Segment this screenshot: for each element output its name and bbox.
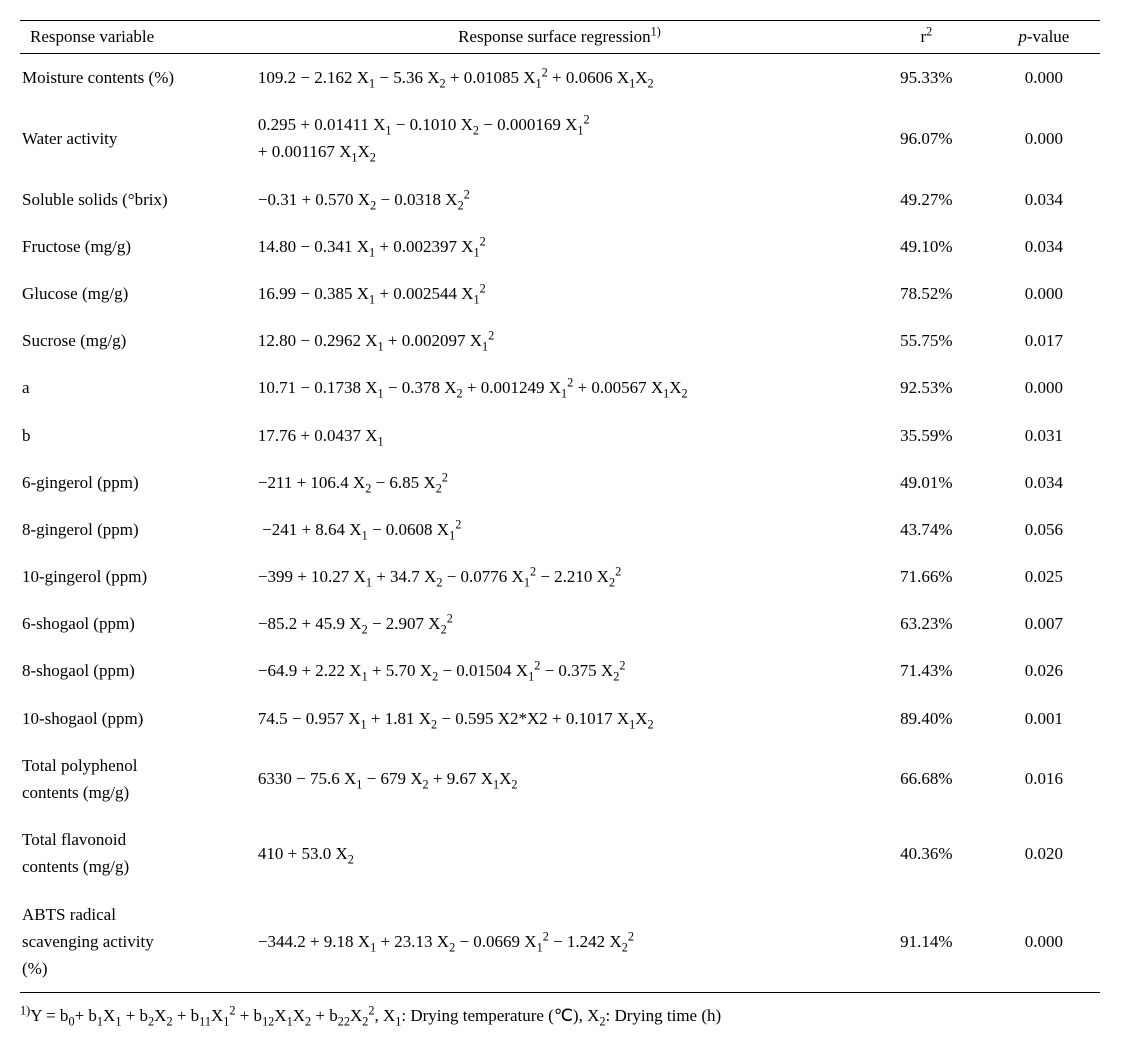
cell-regression: 17.76 + 0.0437 X1 bbox=[254, 412, 865, 459]
header-r2: r2 bbox=[865, 21, 988, 54]
cell-regression: −241 + 8.64 X1 − 0.0608 X12 bbox=[254, 506, 865, 553]
cell-pvalue: 0.007 bbox=[988, 600, 1100, 647]
cell-r2: 35.59% bbox=[865, 412, 988, 459]
cell-r2: 89.40% bbox=[865, 695, 988, 742]
cell-response-variable: 6-shogaol (ppm) bbox=[20, 600, 254, 647]
cell-r2: 49.01% bbox=[865, 459, 988, 506]
cell-response-variable: Water activity bbox=[20, 101, 254, 175]
table-row: Sucrose (mg/g)12.80 − 0.2962 X1 + 0.0020… bbox=[20, 317, 1100, 364]
cell-r2: 63.23% bbox=[865, 600, 988, 647]
cell-response-variable: Sucrose (mg/g) bbox=[20, 317, 254, 364]
cell-r2: 71.66% bbox=[865, 553, 988, 600]
cell-regression: 74.5 − 0.957 X1 + 1.81 X2 − 0.595 X2*X2 … bbox=[254, 695, 865, 742]
cell-pvalue: 0.000 bbox=[988, 891, 1100, 993]
cell-response-variable: b bbox=[20, 412, 254, 459]
table-row: a10.71 − 0.1738 X1 − 0.378 X2 + 0.001249… bbox=[20, 364, 1100, 411]
cell-response-variable: 8-gingerol (ppm) bbox=[20, 506, 254, 553]
cell-response-variable: Moisture contents (%) bbox=[20, 54, 254, 102]
cell-regression: −211 + 106.4 X2 − 6.85 X22 bbox=[254, 459, 865, 506]
cell-response-variable: 10-gingerol (ppm) bbox=[20, 553, 254, 600]
cell-response-variable: 6-gingerol (ppm) bbox=[20, 459, 254, 506]
cell-r2: 95.33% bbox=[865, 54, 988, 102]
cell-r2: 49.10% bbox=[865, 223, 988, 270]
cell-pvalue: 0.025 bbox=[988, 553, 1100, 600]
cell-regression: −0.31 + 0.570 X2 − 0.0318 X22 bbox=[254, 176, 865, 223]
cell-response-variable: Fructose (mg/g) bbox=[20, 223, 254, 270]
cell-r2: 66.68% bbox=[865, 742, 988, 816]
table-row: 8-gingerol (ppm) −241 + 8.64 X1 − 0.0608… bbox=[20, 506, 1100, 553]
cell-r2: 96.07% bbox=[865, 101, 988, 175]
table-row: Total flavonoidcontents (mg/g)410 + 53.0… bbox=[20, 816, 1100, 890]
table-row: b17.76 + 0.0437 X135.59%0.031 bbox=[20, 412, 1100, 459]
cell-response-variable: Total flavonoidcontents (mg/g) bbox=[20, 816, 254, 890]
table-row: Total polyphenolcontents (mg/g)6330 − 75… bbox=[20, 742, 1100, 816]
cell-r2: 91.14% bbox=[865, 891, 988, 993]
cell-pvalue: 0.056 bbox=[988, 506, 1100, 553]
cell-r2: 92.53% bbox=[865, 364, 988, 411]
cell-pvalue: 0.026 bbox=[988, 647, 1100, 694]
table-header-row: Response variable Response surface regre… bbox=[20, 21, 1100, 54]
table-row: 6-gingerol (ppm)−211 + 106.4 X2 − 6.85 X… bbox=[20, 459, 1100, 506]
table-row: Soluble solids (°brix)−0.31 + 0.570 X2 −… bbox=[20, 176, 1100, 223]
cell-pvalue: 0.001 bbox=[988, 695, 1100, 742]
table-row: 10-shogaol (ppm)74.5 − 0.957 X1 + 1.81 X… bbox=[20, 695, 1100, 742]
cell-response-variable: Soluble solids (°brix) bbox=[20, 176, 254, 223]
cell-response-variable: 8-shogaol (ppm) bbox=[20, 647, 254, 694]
cell-regression: 10.71 − 0.1738 X1 − 0.378 X2 + 0.001249 … bbox=[254, 364, 865, 411]
table-row: ABTS radicalscavenging activity(%)−344.2… bbox=[20, 891, 1100, 993]
cell-r2: 78.52% bbox=[865, 270, 988, 317]
cell-response-variable: a bbox=[20, 364, 254, 411]
table-row: 6-shogaol (ppm)−85.2 + 45.9 X2 − 2.907 X… bbox=[20, 600, 1100, 647]
cell-regression: 12.80 − 0.2962 X1 + 0.002097 X12 bbox=[254, 317, 865, 364]
cell-regression: 0.295 + 0.01411 X1 − 0.1010 X2 − 0.00016… bbox=[254, 101, 865, 175]
cell-r2: 55.75% bbox=[865, 317, 988, 364]
cell-pvalue: 0.031 bbox=[988, 412, 1100, 459]
cell-pvalue: 0.034 bbox=[988, 459, 1100, 506]
cell-regression: 410 + 53.0 X2 bbox=[254, 816, 865, 890]
cell-r2: 40.36% bbox=[865, 816, 988, 890]
cell-pvalue: 0.000 bbox=[988, 270, 1100, 317]
cell-regression: 109.2 − 2.162 X1 − 5.36 X2 + 0.01085 X12… bbox=[254, 54, 865, 102]
cell-pvalue: 0.000 bbox=[988, 101, 1100, 175]
cell-pvalue: 0.034 bbox=[988, 223, 1100, 270]
cell-regression: 6330 − 75.6 X1 − 679 X2 + 9.67 X1X2 bbox=[254, 742, 865, 816]
cell-pvalue: 0.017 bbox=[988, 317, 1100, 364]
cell-r2: 49.27% bbox=[865, 176, 988, 223]
cell-pvalue: 0.020 bbox=[988, 816, 1100, 890]
cell-regression: 14.80 − 0.341 X1 + 0.002397 X12 bbox=[254, 223, 865, 270]
header-response-variable: Response variable bbox=[20, 21, 254, 54]
cell-response-variable: ABTS radicalscavenging activity(%) bbox=[20, 891, 254, 993]
cell-pvalue: 0.000 bbox=[988, 54, 1100, 102]
header-regression: Response surface regression1) bbox=[254, 21, 865, 54]
cell-regression: 16.99 − 0.385 X1 + 0.002544 X12 bbox=[254, 270, 865, 317]
cell-regression: −344.2 + 9.18 X1 + 23.13 X2 − 0.0669 X12… bbox=[254, 891, 865, 993]
cell-pvalue: 0.000 bbox=[988, 364, 1100, 411]
cell-regression: −64.9 + 2.22 X1 + 5.70 X2 − 0.01504 X12 … bbox=[254, 647, 865, 694]
cell-regression: −399 + 10.27 X1 + 34.7 X2 − 0.0776 X12 −… bbox=[254, 553, 865, 600]
cell-response-variable: Total polyphenolcontents (mg/g) bbox=[20, 742, 254, 816]
table-row: Fructose (mg/g)14.80 − 0.341 X1 + 0.0023… bbox=[20, 223, 1100, 270]
header-pvalue: p-value bbox=[988, 21, 1100, 54]
cell-pvalue: 0.016 bbox=[988, 742, 1100, 816]
table-row: Moisture contents (%)109.2 − 2.162 X1 − … bbox=[20, 54, 1100, 102]
cell-response-variable: Glucose (mg/g) bbox=[20, 270, 254, 317]
cell-pvalue: 0.034 bbox=[988, 176, 1100, 223]
cell-r2: 71.43% bbox=[865, 647, 988, 694]
regression-table: Response variable Response surface regre… bbox=[20, 20, 1100, 993]
cell-response-variable: 10-shogaol (ppm) bbox=[20, 695, 254, 742]
table-row: 8-shogaol (ppm)−64.9 + 2.22 X1 + 5.70 X2… bbox=[20, 647, 1100, 694]
table-row: Glucose (mg/g)16.99 − 0.385 X1 + 0.00254… bbox=[20, 270, 1100, 317]
cell-r2: 43.74% bbox=[865, 506, 988, 553]
table-row: Water activity0.295 + 0.01411 X1 − 0.101… bbox=[20, 101, 1100, 175]
table-row: 10-gingerol (ppm)−399 + 10.27 X1 + 34.7 … bbox=[20, 553, 1100, 600]
footnote: 1)Y = b0+ b1X1 + b2X2 + b11X12 + b12X1X2… bbox=[20, 993, 1100, 1033]
cell-regression: −85.2 + 45.9 X2 − 2.907 X22 bbox=[254, 600, 865, 647]
